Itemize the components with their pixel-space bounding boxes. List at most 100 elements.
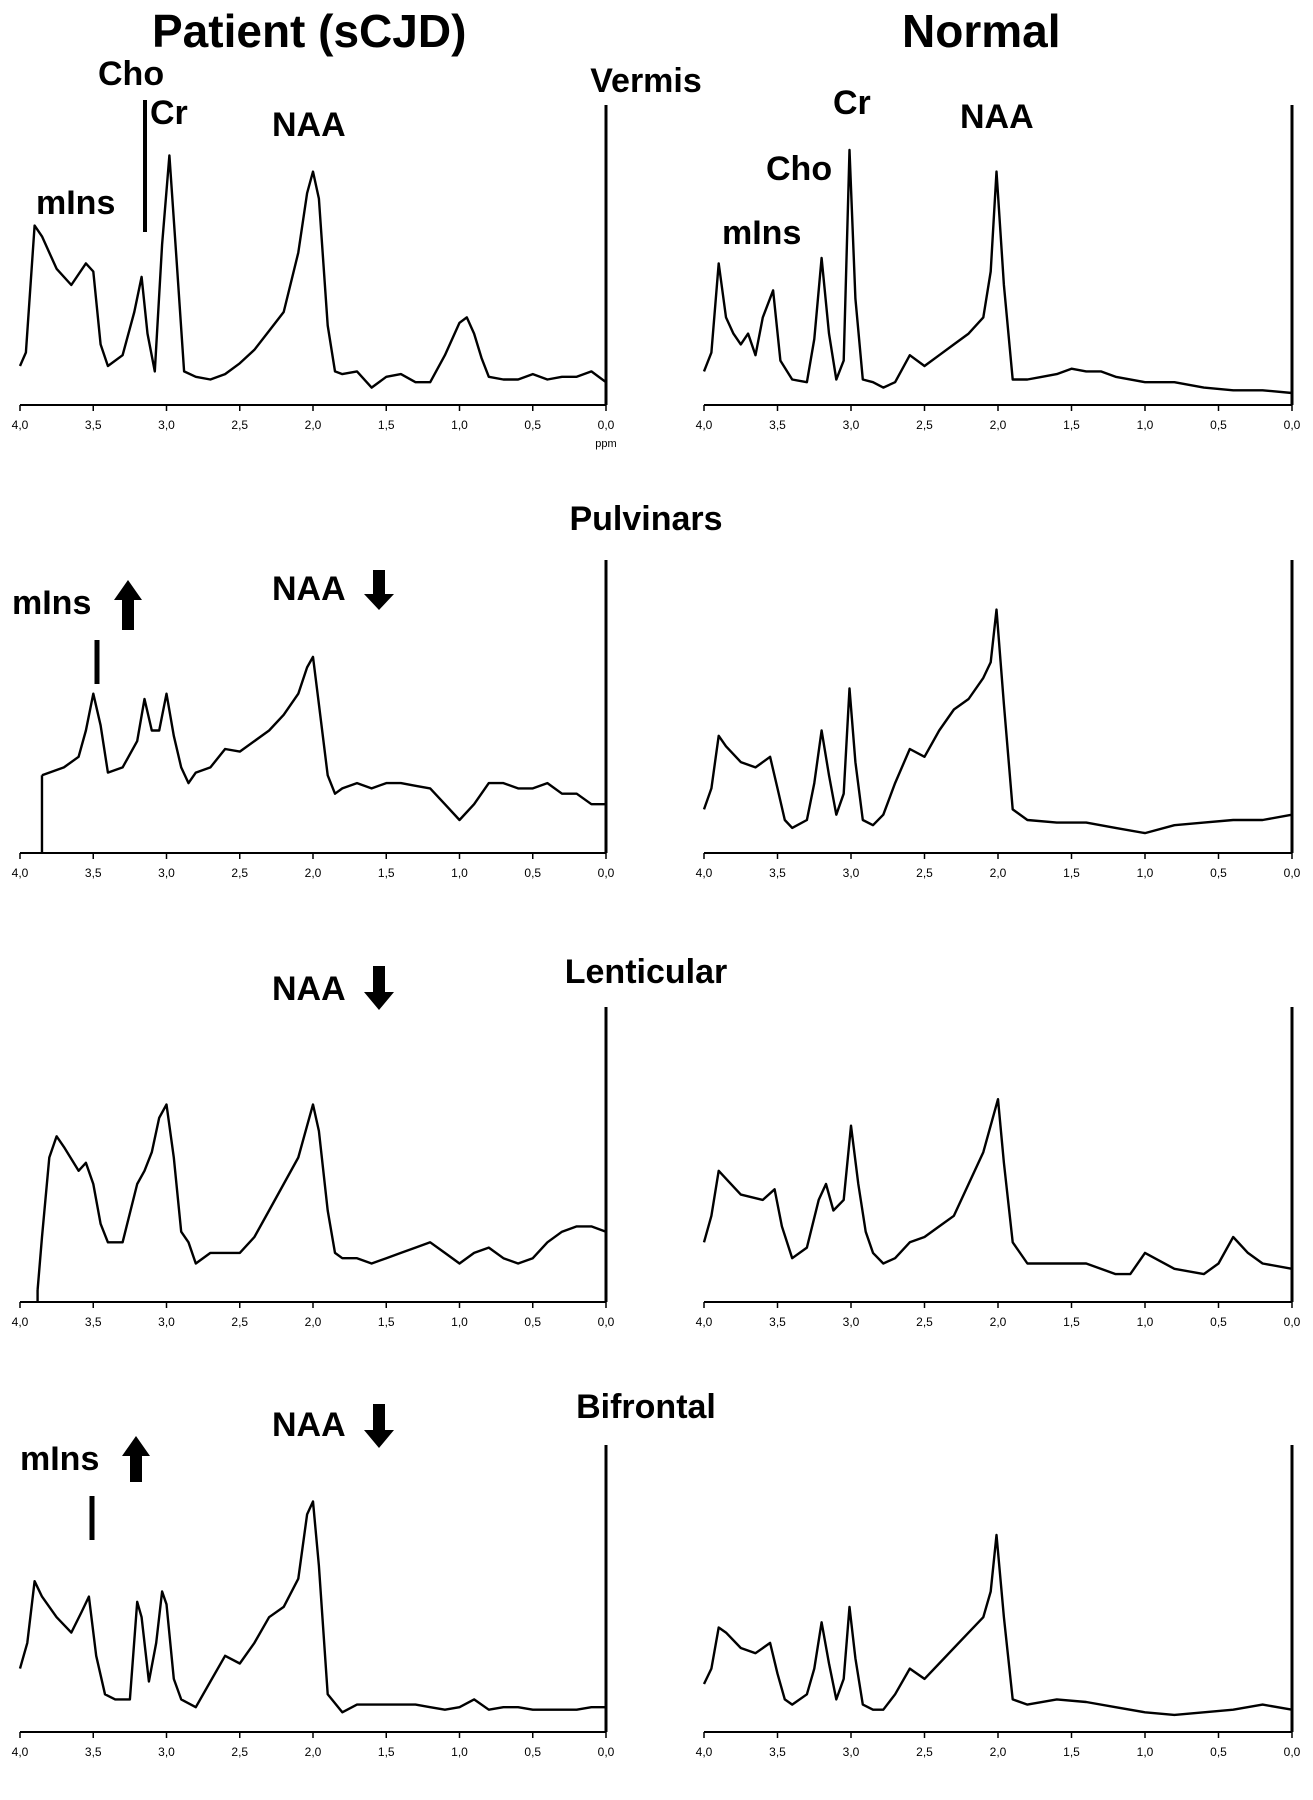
spectrum-panel: 4,0 3,5 3,0 2,5 2,0 1,5 1,0 0,5 0,0 xyxy=(12,1445,615,1759)
up-arrow-icon xyxy=(122,1436,150,1482)
x-tick-label: 0,5 xyxy=(524,1315,541,1329)
x-tick-label: 3,0 xyxy=(843,1315,860,1329)
x-tick-label: 2,0 xyxy=(990,418,1007,432)
label-cr-vermis-patient: Cr xyxy=(150,94,188,132)
x-tick-label: 2,5 xyxy=(231,1315,248,1329)
column-title-normal: Normal xyxy=(902,5,1061,57)
x-tick-label: 2,5 xyxy=(231,1745,248,1759)
up-arrow-icon xyxy=(114,580,142,630)
spectrum-line xyxy=(702,1533,1293,1717)
spectrum-line xyxy=(41,655,606,822)
x-tick-label: 0,0 xyxy=(1284,418,1301,432)
x-tick-label: 0,0 xyxy=(598,418,615,432)
x-tick-label: 0,0 xyxy=(1284,1315,1301,1329)
x-tick-label: 1,5 xyxy=(1063,1745,1080,1759)
x-tick-label: 1,0 xyxy=(1137,866,1154,880)
x-axis-label: ppm xyxy=(595,438,616,450)
spectrum-panel: 4,0 3,5 3,0 2,5 2,0 1,5 1,0 0,5 0,0 xyxy=(12,560,615,880)
x-tick-label: 4,0 xyxy=(696,1745,713,1759)
label-mins-bifrontal-patient: mIns xyxy=(20,1440,99,1478)
x-tick-label: 0,0 xyxy=(1284,866,1301,880)
x-tick-label: 1,0 xyxy=(451,418,468,432)
spectrum-line xyxy=(702,1098,1293,1276)
x-tick-label: 2,5 xyxy=(916,1745,933,1759)
x-tick-label: 2,5 xyxy=(231,866,248,880)
row-title-bifrontal: Bifrontal xyxy=(576,1388,716,1426)
x-tick-label: 3,5 xyxy=(769,1745,786,1759)
x-tick-label: 1,0 xyxy=(451,866,468,880)
x-tick-label: 4,0 xyxy=(696,418,713,432)
x-tick-label: 3,5 xyxy=(85,866,102,880)
x-tick-label: 2,0 xyxy=(990,1315,1007,1329)
label-naa-bifrontal-patient: NAA xyxy=(272,1406,346,1444)
spectrum-panel: 4,0 3,5 3,0 2,5 2,0 1,5 1,0 0,5 0,0 xyxy=(696,1445,1301,1759)
spectrum-panel: 4,0 3,5 3,0 2,5 2,0 1,5 1,0 0,5 0,0 xyxy=(696,1007,1301,1329)
label-naa-lenticular-patient: NAA xyxy=(272,970,346,1008)
x-tick-label: 2,0 xyxy=(305,866,322,880)
down-arrow-icon xyxy=(364,570,394,610)
x-tick-label: 3,0 xyxy=(158,1315,175,1329)
x-tick-label: 4,0 xyxy=(696,1315,713,1329)
x-tick-label: 1,0 xyxy=(1137,1315,1154,1329)
x-tick-label: 0,5 xyxy=(524,866,541,880)
x-tick-label: 2,0 xyxy=(305,418,322,432)
x-tick-label: 1,5 xyxy=(1063,866,1080,880)
spectrum-panel: 4,0 3,5 3,0 2,5 2,0 1,5 1,0 0,5 0,0 ppm xyxy=(12,105,617,450)
x-tick-label: 1,5 xyxy=(378,418,395,432)
spectrum-line xyxy=(18,154,607,389)
x-tick-label: 2,5 xyxy=(916,418,933,432)
x-tick-label: 4,0 xyxy=(12,1745,29,1759)
column-title-patient: Patient (sCJD) xyxy=(152,5,467,57)
spectrum-panel: 4,0 3,5 3,0 2,5 2,0 1,5 1,0 0,5 0,0 xyxy=(696,560,1301,880)
x-tick-label: 0,5 xyxy=(1210,1745,1227,1759)
x-tick-label: 2,0 xyxy=(990,1745,1007,1759)
x-tick-label: 0,0 xyxy=(598,1745,615,1759)
x-tick-label: 2,5 xyxy=(231,418,248,432)
x-tick-label: 3,5 xyxy=(85,418,102,432)
x-tick-label: 4,0 xyxy=(12,866,29,880)
x-tick-label: 4,0 xyxy=(12,418,29,432)
x-tick-label: 3,0 xyxy=(843,418,860,432)
x-tick-label: 0,5 xyxy=(1210,1315,1227,1329)
row-title-pulvinars: Pulvinars xyxy=(569,500,723,538)
spectrum-panel: 4,0 3,5 3,0 2,5 2,0 1,5 1,0 0,5 0,0 xyxy=(696,105,1301,432)
x-tick-label: 2,5 xyxy=(916,866,933,880)
x-tick-label: 0,0 xyxy=(1284,1745,1301,1759)
label-mins-pulvinars-patient: mIns xyxy=(12,584,91,622)
x-tick-label: 1,0 xyxy=(1137,418,1154,432)
x-tick-label: 3,5 xyxy=(85,1315,102,1329)
x-tick-label: 3,0 xyxy=(843,866,860,880)
x-tick-label: 1,0 xyxy=(451,1315,468,1329)
x-tick-label: 3,5 xyxy=(769,1315,786,1329)
x-tick-label: 3,5 xyxy=(85,1745,102,1759)
x-tick-label: 0,5 xyxy=(1210,418,1227,432)
x-tick-label: 4,0 xyxy=(12,1315,29,1329)
spectrum-line xyxy=(36,1103,607,1291)
x-tick-label: 2,0 xyxy=(990,866,1007,880)
label-mins-vermis-patient: mIns xyxy=(36,184,115,222)
x-tick-label: 3,0 xyxy=(843,1745,860,1759)
x-tick-label: 4,0 xyxy=(696,866,713,880)
x-tick-label: 1,5 xyxy=(1063,418,1080,432)
spectrum-line xyxy=(702,148,1293,395)
row-title-lenticular: Lenticular xyxy=(564,953,728,991)
x-tick-label: 0,5 xyxy=(1210,866,1227,880)
label-naa-vermis-normal: NAA xyxy=(960,98,1034,136)
label-cho-vermis-patient: Cho xyxy=(98,55,164,93)
down-arrow-icon xyxy=(364,1404,394,1448)
x-tick-label: 2,0 xyxy=(305,1745,322,1759)
x-tick-label: 1,5 xyxy=(378,1315,395,1329)
x-tick-label: 2,5 xyxy=(916,1315,933,1329)
row-title-vermis: Vermis xyxy=(590,62,702,100)
x-tick-label: 1,5 xyxy=(378,866,395,880)
x-tick-label: 3,0 xyxy=(158,866,175,880)
x-tick-label: 0,0 xyxy=(598,866,615,880)
x-tick-label: 1,0 xyxy=(451,1745,468,1759)
down-arrow-icon xyxy=(364,966,394,1010)
x-tick-label: 0,5 xyxy=(524,418,541,432)
x-tick-label: 1,0 xyxy=(1137,1745,1154,1759)
x-tick-label: 3,5 xyxy=(769,418,786,432)
spectra-panels: 4,0 3,5 3,0 2,5 2,0 1,5 1,0 0,5 0,0 ppm 4,0 3,5 3,0 2… xyxy=(12,105,1301,1759)
label-cr-vermis-normal: Cr xyxy=(833,84,871,122)
